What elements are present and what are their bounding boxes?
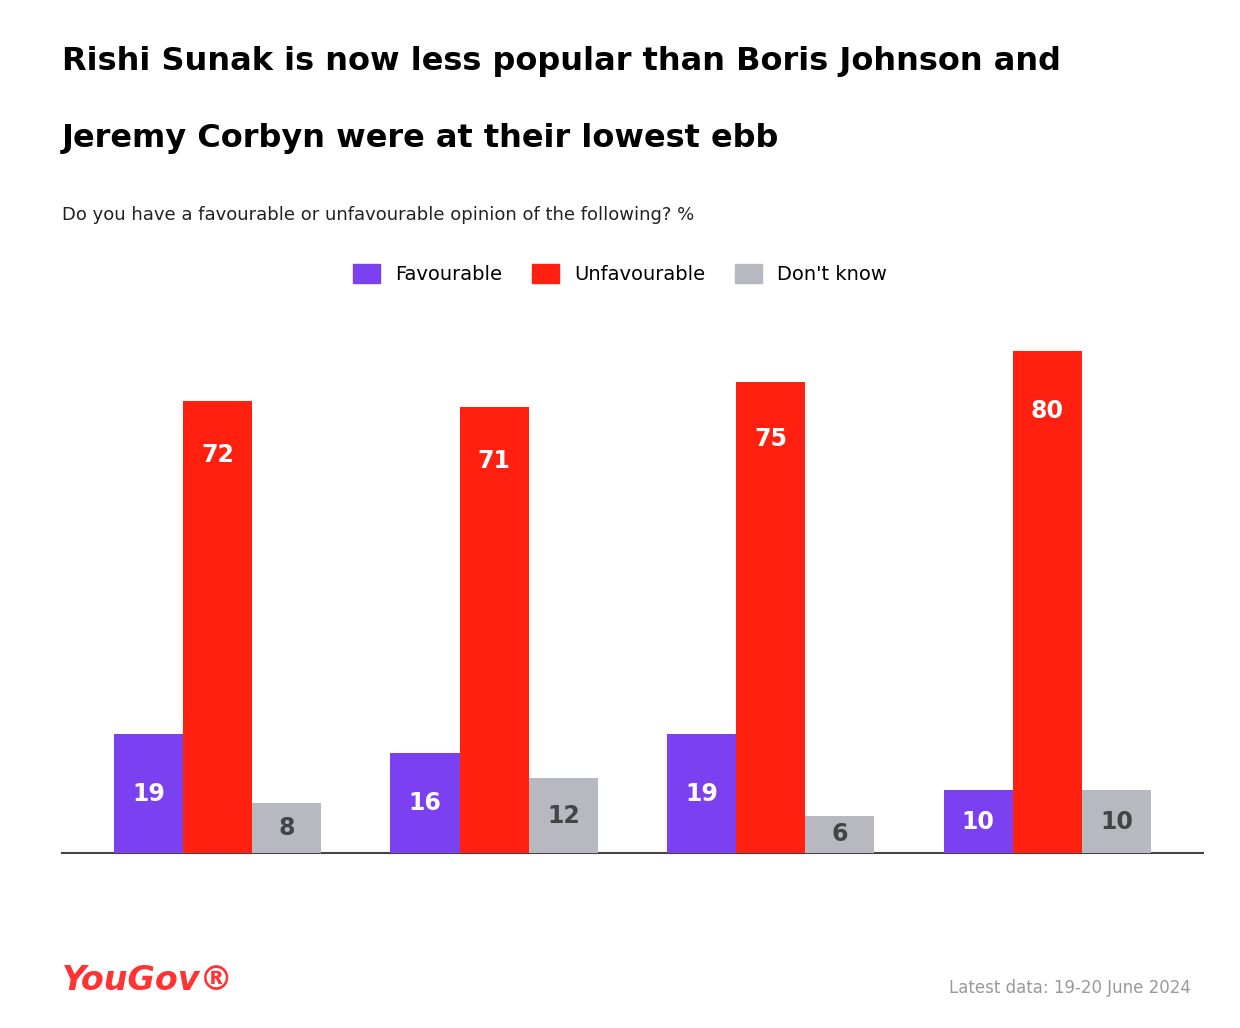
Text: 19: 19 <box>686 781 718 806</box>
Bar <box>184 401 252 853</box>
Bar <box>1081 791 1151 853</box>
Text: 6: 6 <box>832 822 848 846</box>
Text: YouGov®: YouGov® <box>62 964 234 997</box>
Text: 16: 16 <box>408 791 441 815</box>
Text: Latest data: 19-20 June 2024: Latest data: 19-20 June 2024 <box>949 979 1190 997</box>
Text: Rishi Sunak is now less popular than Boris Johnson and: Rishi Sunak is now less popular than Bor… <box>62 46 1061 77</box>
Bar <box>1013 351 1081 853</box>
Text: 8: 8 <box>279 816 295 840</box>
Bar <box>252 803 321 853</box>
Text: 10: 10 <box>962 810 994 834</box>
Text: 10: 10 <box>1100 810 1133 834</box>
Bar <box>805 815 874 853</box>
Text: 75: 75 <box>754 427 787 450</box>
Bar <box>114 734 184 853</box>
Bar <box>737 382 805 853</box>
Text: Jeremy Corbyn were at their lowest ebb: Jeremy Corbyn were at their lowest ebb <box>62 123 780 154</box>
Text: Do you have a favourable or unfavourable opinion of the following? %: Do you have a favourable or unfavourable… <box>62 206 694 224</box>
Bar <box>528 778 598 853</box>
Text: 72: 72 <box>201 443 234 467</box>
Text: 19: 19 <box>131 781 165 806</box>
Text: 80: 80 <box>1030 399 1064 423</box>
Bar <box>667 734 737 853</box>
Bar <box>944 791 1013 853</box>
Text: 71: 71 <box>477 449 511 473</box>
Bar <box>460 407 528 853</box>
Legend: Favourable, Unfavourable, Don't know: Favourable, Unfavourable, Don't know <box>345 256 895 292</box>
Text: 12: 12 <box>547 804 579 828</box>
Bar <box>391 752 460 853</box>
